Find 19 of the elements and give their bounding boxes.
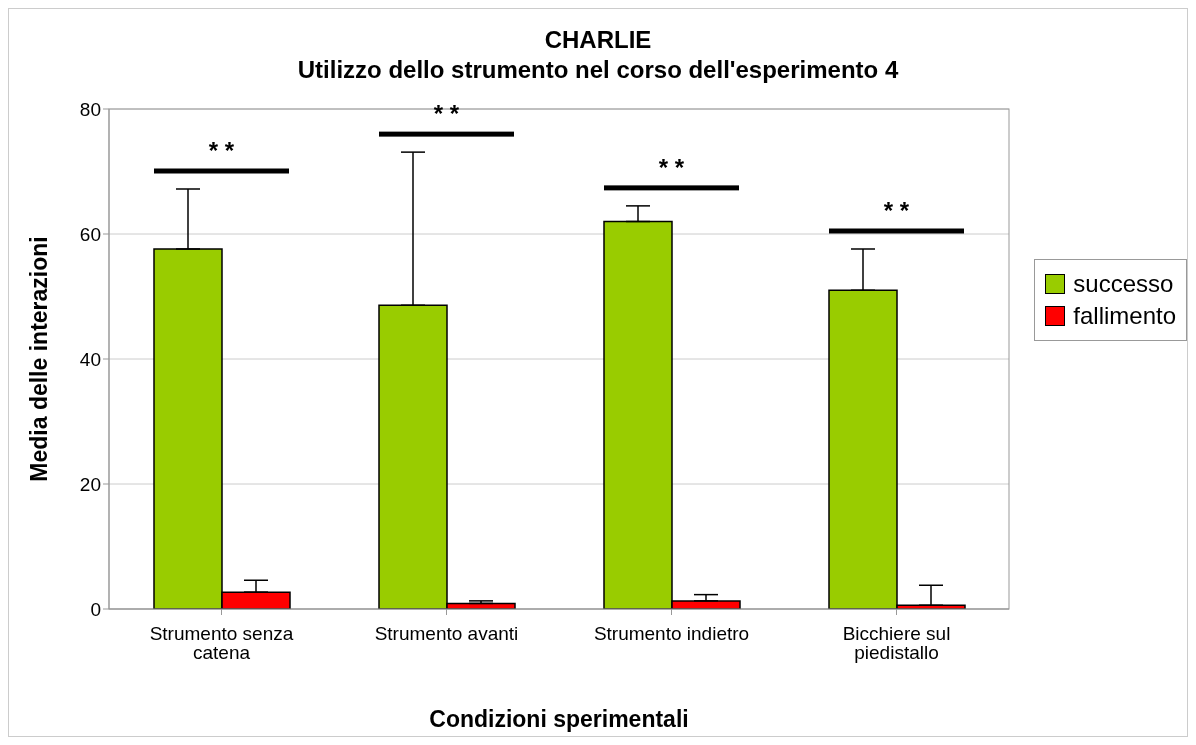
y-tick-label: 20 [79,473,101,495]
y-tick-label: 80 [79,98,101,120]
x-tick-label: Strumento indietro [593,623,750,645]
annotation: * * [208,137,235,164]
annotation: * * [883,197,910,224]
chart-title: CHARLIE [543,25,653,55]
y-axis-title: Media delle interazioni [26,236,53,482]
x-tick-label: Bicchiere sul piedistallo [842,623,951,664]
y-tick-label: 60 [79,223,101,245]
y-tick-label: 40 [79,348,101,370]
annotation: * * [433,100,460,128]
legend-label: successo [1073,270,1174,298]
y-tick-label: 0 [90,598,101,620]
chart-subtitle: Utilizzo dello strumento nel corso dell'esperimento 4 [296,55,900,85]
legend-label: fallimento [1073,302,1176,330]
x-axis-title: Condizioni sperimentali [429,706,689,732]
x-tick-label: Strumento senza catena [149,623,294,664]
annotation: * * [658,153,685,181]
x-tick-label: Strumento avanti [374,623,519,645]
